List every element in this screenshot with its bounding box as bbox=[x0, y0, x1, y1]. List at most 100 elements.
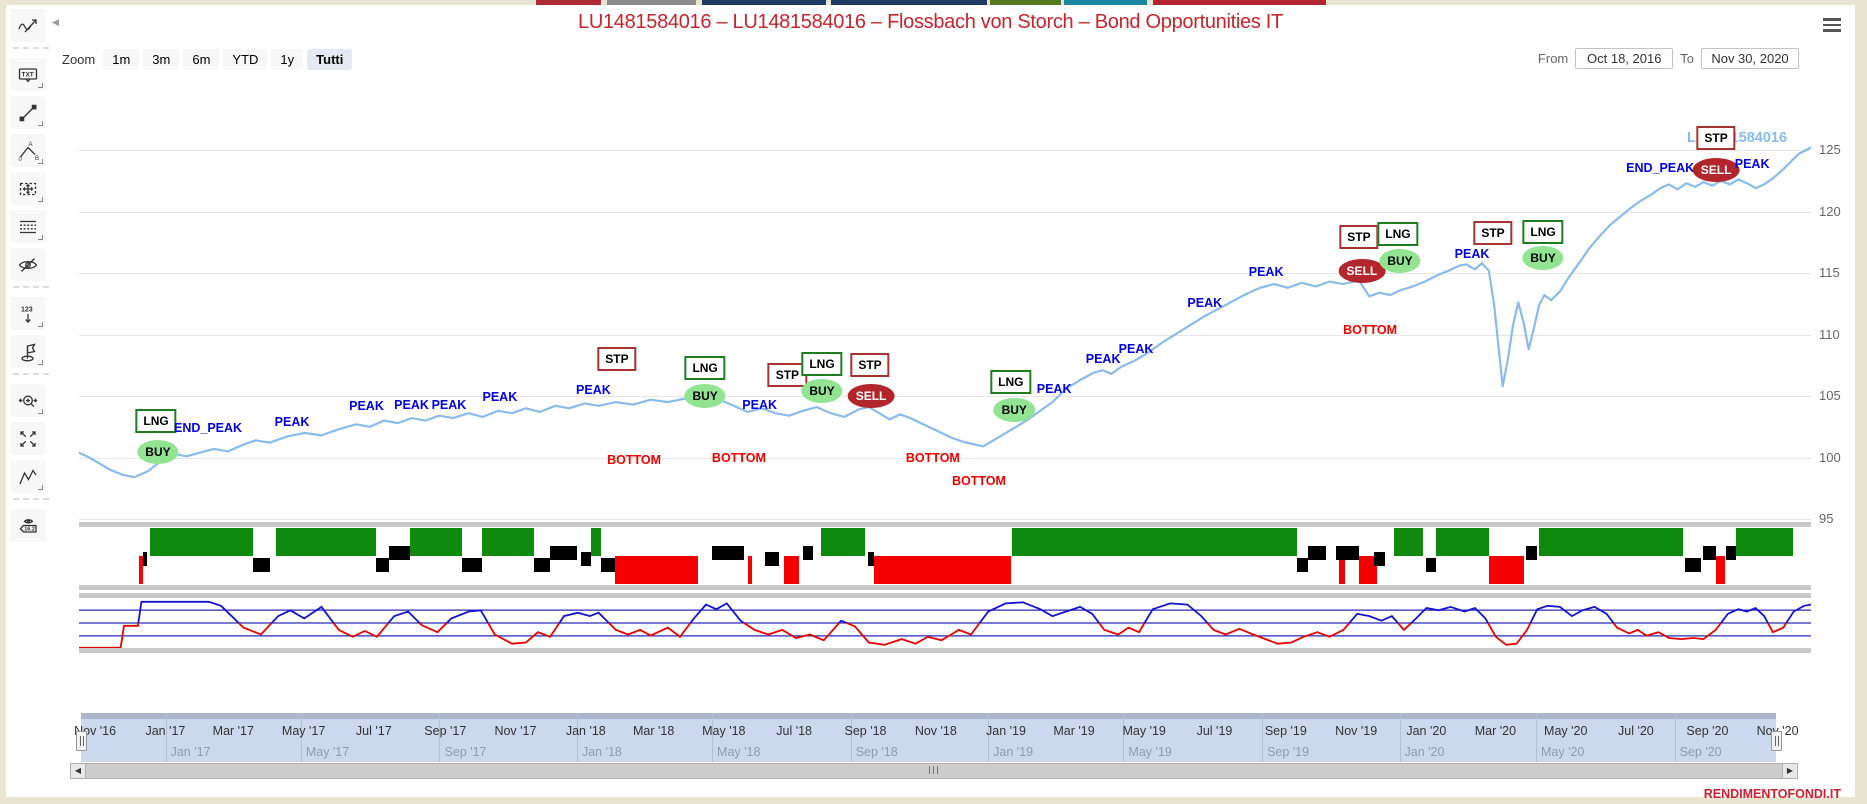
annotation-peak: PEAK bbox=[1085, 352, 1121, 367]
annotation-buy[interactable]: BUY bbox=[1379, 248, 1421, 273]
y-axis-label: 125 bbox=[1819, 142, 1841, 157]
range-button-tutti[interactable]: Tutti bbox=[307, 48, 353, 70]
annotation-lng[interactable]: LNG bbox=[1377, 221, 1419, 246]
short-bar bbox=[1716, 556, 1726, 584]
text-annotation-button[interactable]: TXT bbox=[10, 58, 46, 91]
annotation-buy[interactable]: BUY bbox=[801, 379, 843, 404]
long-bar bbox=[1394, 528, 1424, 556]
current-price-button[interactable]: 16.2 bbox=[10, 509, 46, 542]
annotation-stp[interactable]: STP bbox=[1696, 125, 1736, 150]
flat-bar bbox=[1526, 546, 1537, 560]
navigator-gridline bbox=[1123, 713, 1125, 762]
y-axis-label: 95 bbox=[1819, 511, 1834, 526]
annotation-buy[interactable]: BUY bbox=[684, 384, 726, 408]
x-axis-label: Jul '17 bbox=[355, 724, 392, 738]
navigator-gridline bbox=[439, 713, 441, 762]
watermark-link[interactable]: RENDIMENTOFONDI.IT bbox=[1703, 787, 1841, 801]
range-button-6m[interactable]: 6m bbox=[183, 48, 220, 70]
y-gridline bbox=[79, 457, 1811, 459]
y-axis-label: 120 bbox=[1819, 203, 1841, 219]
export-menu-button[interactable] bbox=[1823, 18, 1841, 35]
flat-bar bbox=[1374, 552, 1386, 566]
to-date-input[interactable] bbox=[1701, 48, 1799, 69]
annotation-buy[interactable]: BUY bbox=[137, 439, 179, 464]
line-segment-button[interactable] bbox=[10, 96, 46, 129]
annotation-sell[interactable]: SELL bbox=[847, 384, 895, 408]
annotation-sell[interactable]: SELL bbox=[1692, 157, 1740, 182]
annotation-stp[interactable]: STP bbox=[597, 347, 637, 372]
long-bar bbox=[1436, 528, 1489, 556]
scrollbar-left-button[interactable]: ◀ bbox=[70, 763, 86, 779]
flat-bar bbox=[253, 558, 271, 572]
annotation-stp[interactable]: STP bbox=[767, 363, 808, 388]
fibonacci-button[interactable] bbox=[10, 210, 46, 243]
annotation-lng[interactable]: LNG bbox=[1522, 219, 1564, 244]
scrollbar-grip[interactable] bbox=[933, 766, 934, 774]
measure-icon bbox=[19, 182, 37, 195]
x-axis-label: Jan '17 bbox=[145, 724, 186, 738]
annotation-peak: PEAK bbox=[1036, 381, 1072, 396]
handle-grip-line bbox=[1777, 736, 1779, 746]
scrollbar-grip[interactable] bbox=[937, 766, 938, 774]
from-date-input[interactable] bbox=[1575, 48, 1674, 69]
navigator-gridline bbox=[850, 713, 852, 762]
annotation-peak: PEAK bbox=[431, 397, 467, 412]
annotation-lng[interactable]: LNG bbox=[990, 369, 1032, 394]
scrollbar-track[interactable] bbox=[70, 763, 1798, 779]
svg-text:TXT: TXT bbox=[22, 71, 34, 78]
vertical-counter-button[interactable]: 123 bbox=[10, 297, 46, 330]
scrollbar-grip[interactable] bbox=[929, 766, 930, 774]
top-strip-segment bbox=[831, 0, 987, 5]
toolbar-separator bbox=[13, 47, 49, 50]
annotation-sell[interactable]: SELL bbox=[1338, 259, 1386, 284]
range-button-1y[interactable]: 1y bbox=[271, 48, 304, 70]
measure-button[interactable] bbox=[10, 172, 46, 205]
annotation-lng[interactable]: LNG bbox=[135, 408, 177, 433]
annotation-bottom: BOTTOM bbox=[951, 473, 1006, 488]
toggle-annotations-button[interactable] bbox=[10, 248, 46, 281]
x-axis-label: May '19 bbox=[1122, 724, 1166, 738]
annotation-stp[interactable]: STP bbox=[1339, 225, 1379, 250]
series-type-button[interactable] bbox=[10, 460, 46, 493]
annotation-stp[interactable]: STP bbox=[850, 353, 890, 378]
navigator-gridline bbox=[712, 713, 714, 762]
annotation-buy[interactable]: BUY bbox=[993, 397, 1035, 422]
flag-button[interactable] bbox=[10, 335, 46, 368]
range-button-3m[interactable]: 3m bbox=[143, 48, 180, 70]
indicators-button[interactable] bbox=[10, 9, 46, 42]
zoom-change-button[interactable] bbox=[10, 384, 46, 417]
long-bar bbox=[1736, 528, 1794, 556]
annotation-stp[interactable]: STP bbox=[1473, 221, 1513, 246]
annotation-lng[interactable]: LNG bbox=[801, 352, 843, 377]
navigator-axis-label: May '17 bbox=[305, 745, 350, 759]
flat-bar bbox=[1308, 546, 1327, 560]
x-axis-label: Nov '17 bbox=[494, 724, 537, 738]
chart-area[interactable]: 125 120 115 110 105 100 95 LU1481584016 LNG BUY E… bbox=[6, 5, 1855, 797]
price-line-chart[interactable] bbox=[79, 85, 1811, 521]
annotation-buy[interactable]: BUY bbox=[1522, 245, 1564, 270]
line-segment-icon bbox=[19, 104, 37, 121]
navigator-handle-right[interactable] bbox=[1771, 731, 1782, 751]
short-bar bbox=[873, 556, 1011, 584]
flat-bar bbox=[867, 552, 874, 566]
angle-lines-button[interactable]: 0 A B bbox=[10, 134, 46, 167]
range-button-ytd[interactable]: YTD bbox=[223, 48, 268, 70]
fullscreen-button[interactable] bbox=[10, 422, 46, 455]
angle-lines-icon: 0 A B bbox=[19, 142, 40, 162]
toolbar-separator bbox=[13, 498, 49, 501]
navigator-handle-left[interactable] bbox=[76, 731, 87, 751]
navigator-mask[interactable] bbox=[81, 719, 1776, 762]
annotation-peak: PEAK bbox=[576, 382, 611, 397]
long-bar bbox=[1012, 528, 1297, 556]
annotation-lng[interactable]: LNG bbox=[684, 355, 726, 380]
flat-bar bbox=[143, 552, 148, 566]
annotation-peak: PEAK bbox=[1248, 265, 1284, 280]
navigator-gridline bbox=[1674, 713, 1676, 762]
range-button-1m[interactable]: 1m bbox=[103, 48, 140, 70]
toolbar-collapse-arrow[interactable]: ◀ bbox=[52, 17, 59, 27]
fibonacci-icon bbox=[20, 220, 36, 233]
indicators-icon bbox=[18, 18, 37, 32]
x-axis-label: Mar '20 bbox=[1474, 724, 1517, 738]
scrollbar-right-button[interactable]: ▶ bbox=[1782, 763, 1798, 779]
flat-bar bbox=[550, 546, 578, 560]
